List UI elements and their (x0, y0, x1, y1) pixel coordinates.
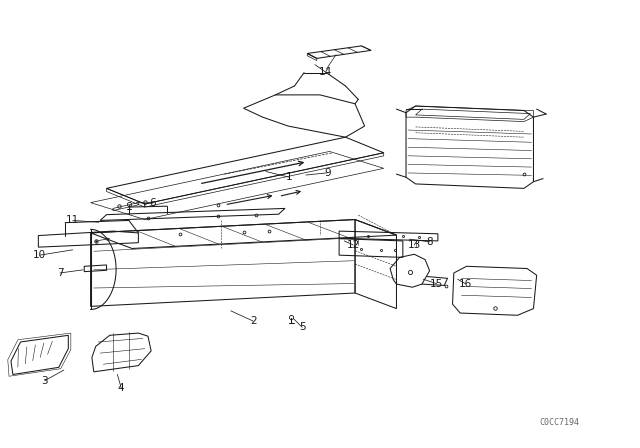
Text: 1: 1 (286, 172, 292, 182)
Text: 10: 10 (33, 250, 46, 260)
Text: 2: 2 (250, 316, 257, 326)
Text: 16: 16 (459, 279, 472, 289)
Text: 3: 3 (42, 376, 48, 386)
Text: 12: 12 (346, 240, 360, 250)
Text: 5: 5 (299, 322, 305, 332)
Text: 6: 6 (150, 198, 156, 208)
Text: 15: 15 (430, 279, 444, 289)
Text: 9: 9 (324, 168, 331, 178)
Text: 11: 11 (66, 215, 79, 225)
Text: 13: 13 (408, 240, 421, 250)
Text: 7: 7 (57, 268, 63, 278)
Text: 8: 8 (426, 237, 433, 247)
Text: 4: 4 (118, 383, 125, 393)
Text: 14: 14 (319, 67, 332, 77)
Text: C0CC7194: C0CC7194 (539, 418, 579, 426)
